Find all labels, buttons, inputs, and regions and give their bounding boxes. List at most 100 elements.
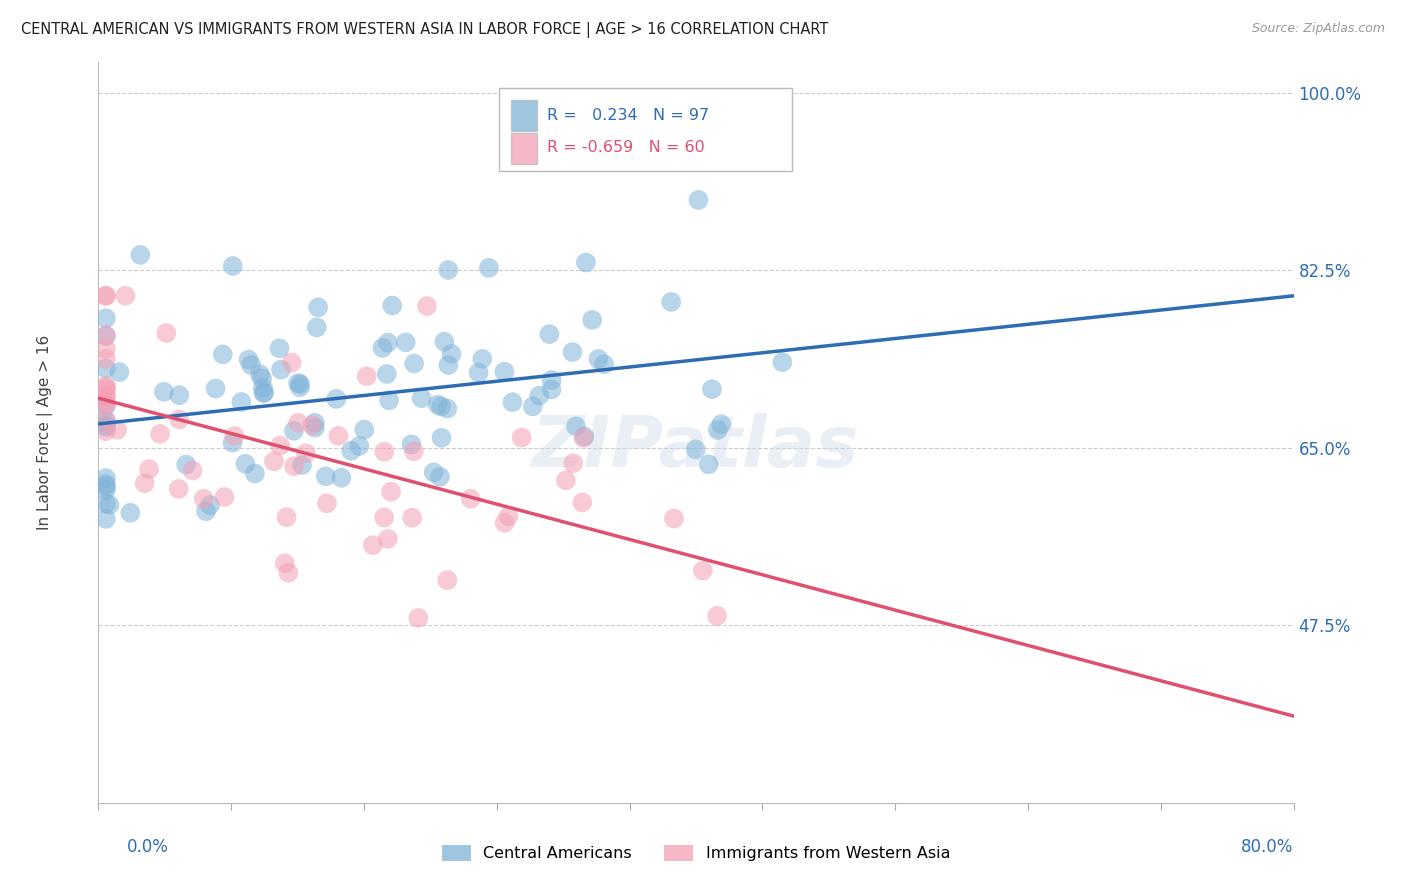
Point: [224, 429, 246, 443]
Point: [433, 334, 456, 349]
Point: [395, 335, 418, 350]
Point: [249, 367, 271, 381]
Point: [498, 509, 520, 524]
Text: 0.0%: 0.0%: [127, 838, 169, 856]
Point: [295, 446, 318, 460]
Point: [94, 390, 117, 404]
Point: [94, 424, 117, 438]
Point: [181, 463, 204, 477]
Point: [380, 484, 402, 499]
Point: [291, 458, 314, 472]
Point: [404, 357, 426, 371]
Point: [377, 532, 399, 546]
Point: [574, 429, 596, 443]
Point: [381, 298, 404, 312]
Point: [94, 483, 117, 497]
Point: [659, 295, 682, 310]
Point: [471, 351, 494, 366]
Point: [315, 469, 337, 483]
Point: [575, 255, 598, 269]
Point: [167, 482, 190, 496]
Point: [430, 400, 453, 414]
Point: [325, 392, 347, 406]
Point: [231, 395, 253, 409]
Point: [94, 289, 117, 303]
Point: [94, 329, 117, 343]
Point: [554, 474, 576, 488]
Point: [349, 439, 371, 453]
Point: [373, 510, 395, 524]
Point: [120, 506, 142, 520]
Point: [108, 365, 131, 379]
Point: [214, 490, 236, 504]
Point: [94, 328, 117, 343]
Point: [198, 498, 221, 512]
Point: [276, 510, 298, 524]
Point: [94, 418, 117, 433]
Point: [263, 454, 285, 468]
Point: [340, 443, 363, 458]
Point: [288, 380, 311, 394]
Point: [510, 430, 533, 444]
Point: [94, 379, 117, 393]
Point: [94, 471, 117, 485]
Point: [426, 398, 449, 412]
Point: [138, 462, 160, 476]
Point: [416, 299, 439, 313]
Point: [540, 373, 562, 387]
FancyBboxPatch shape: [499, 88, 792, 171]
Point: [287, 376, 309, 390]
Point: [494, 516, 516, 530]
Point: [408, 611, 430, 625]
Point: [422, 466, 444, 480]
Point: [94, 399, 117, 413]
Point: [240, 358, 263, 372]
Point: [706, 608, 728, 623]
Point: [540, 383, 562, 397]
Point: [211, 347, 233, 361]
Point: [287, 416, 309, 430]
Point: [304, 416, 326, 430]
Point: [460, 491, 482, 506]
Point: [94, 512, 117, 526]
Point: [522, 400, 544, 414]
Point: [290, 376, 312, 391]
Text: 80.0%: 80.0%: [1241, 838, 1294, 856]
Point: [94, 497, 117, 511]
Point: [252, 381, 274, 395]
Text: Source: ZipAtlas.com: Source: ZipAtlas.com: [1251, 22, 1385, 36]
Point: [437, 263, 460, 277]
Point: [195, 504, 218, 518]
Point: [283, 459, 305, 474]
Point: [565, 419, 588, 434]
Point: [277, 566, 299, 580]
Point: [375, 367, 398, 381]
Point: [94, 477, 117, 491]
Point: [134, 476, 156, 491]
Point: [377, 335, 399, 350]
Point: [437, 358, 460, 372]
Point: [685, 442, 707, 457]
Point: [353, 423, 375, 437]
Point: [193, 491, 215, 506]
Point: [167, 388, 190, 402]
Point: [402, 444, 425, 458]
Point: [307, 301, 329, 315]
Legend: Central Americans, Immigrants from Western Asia: Central Americans, Immigrants from Weste…: [441, 845, 950, 862]
Point: [529, 389, 551, 403]
Point: [274, 556, 297, 570]
Point: [280, 355, 302, 369]
Point: [304, 420, 326, 434]
Point: [105, 423, 128, 437]
FancyBboxPatch shape: [510, 133, 537, 164]
Point: [94, 381, 117, 395]
Point: [94, 342, 117, 356]
Point: [94, 414, 117, 428]
Point: [94, 389, 117, 403]
Point: [94, 383, 117, 397]
Point: [222, 259, 245, 273]
Point: [571, 495, 593, 509]
Point: [305, 320, 328, 334]
Point: [155, 326, 177, 340]
Point: [94, 397, 117, 411]
